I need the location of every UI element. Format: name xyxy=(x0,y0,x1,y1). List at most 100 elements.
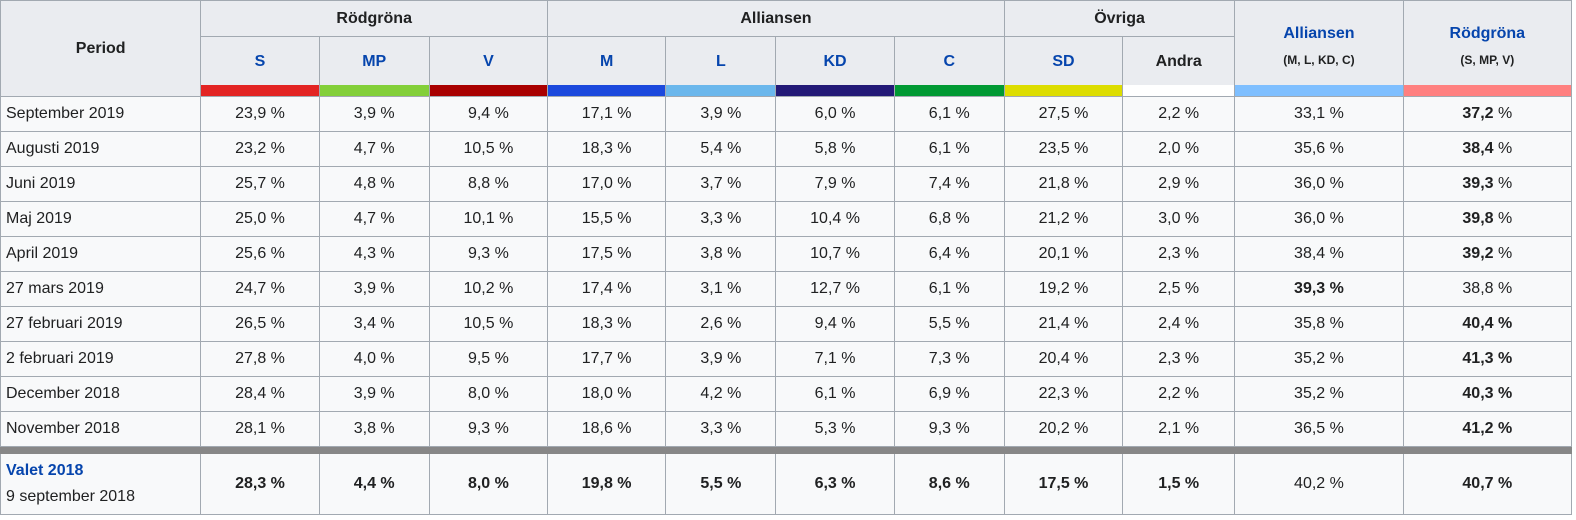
period-header: Period xyxy=(0,0,202,97)
aggregate-alliansen-link[interactable]: Alliansen xyxy=(1283,24,1355,42)
rodgrona-total-cell: 39,3 % xyxy=(1402,166,1573,202)
election-value-cell: 17,5 % xyxy=(1003,453,1124,515)
value-cell: 18,3 % xyxy=(547,306,667,342)
alliansen-total-cell: 33,1 % xyxy=(1234,96,1404,132)
alliansen-total-cell: 36,0 % xyxy=(1234,201,1404,237)
value-cell: 5,3 % xyxy=(775,411,895,447)
value-cell: 23,9 % xyxy=(200,96,320,132)
period-cell: December 2018 xyxy=(0,376,202,412)
party-header-sd: SD xyxy=(1003,36,1124,97)
value-cell: 15,5 % xyxy=(547,201,667,237)
value-cell: 2,0 % xyxy=(1122,131,1236,167)
value-cell: 3,8 % xyxy=(665,236,777,272)
value-cell: 6,4 % xyxy=(893,236,1005,272)
election-value-cell: 8,0 % xyxy=(428,453,549,515)
election-row: Valet 2018 9 september 2018 28,3 % 4,4 % 8,0… xyxy=(0,453,1573,515)
value-cell: 3,8 % xyxy=(318,411,430,447)
value-cell: 4,7 % xyxy=(318,131,430,167)
value-cell: 2,6 % xyxy=(665,306,777,342)
party-header-andra: Andra xyxy=(1122,36,1236,97)
value-cell: 9,4 % xyxy=(775,306,895,342)
party-name-kd[interactable]: KD xyxy=(823,52,847,70)
aggregate-alliansen-subtitle: (M, L, KD, C) xyxy=(1283,52,1355,67)
value-cell: 4,0 % xyxy=(318,341,430,377)
value-cell: 4,2 % xyxy=(665,376,777,412)
alliansen-total-cell: 35,2 % xyxy=(1234,341,1404,377)
rodgrona-total-cell: 37,2 % xyxy=(1402,96,1573,132)
alliansen-total-cell: 36,5 % xyxy=(1234,411,1404,447)
value-cell: 21,4 % xyxy=(1003,306,1124,342)
rodgrona-total-cell-value: 41,2 % xyxy=(1462,420,1513,437)
value-cell: 3,4 % xyxy=(318,306,430,342)
rodgrona-total-cell: 40,4 % xyxy=(1402,306,1573,342)
value-cell: 2,3 % xyxy=(1122,341,1236,377)
value-cell: 3,1 % xyxy=(665,271,777,307)
value-cell: 2,9 % xyxy=(1122,166,1236,202)
value-cell: 18,0 % xyxy=(547,376,667,412)
election-rodgrona-cell: 40,7 % xyxy=(1402,453,1573,515)
aggregate-rodgrona-link[interactable]: Rödgröna xyxy=(1449,24,1526,42)
alliansen-total-cell: 38,4 % xyxy=(1234,236,1404,272)
value-cell: 4,3 % xyxy=(318,236,430,272)
value-cell: 9,5 % xyxy=(428,341,549,377)
party-name-sd[interactable]: SD xyxy=(1052,52,1075,70)
value-cell: 9,3 % xyxy=(428,411,549,447)
rodgrona-total-cell-value: 38,4 xyxy=(1462,140,1494,157)
election-link[interactable]: Valet 2018 xyxy=(6,462,84,479)
alliansen-total-cell: 35,2 % xyxy=(1234,376,1404,412)
period-cell: November 2018 xyxy=(0,411,202,447)
party-name-m[interactable]: M xyxy=(599,52,614,70)
party-name-s[interactable]: S xyxy=(254,52,266,70)
value-cell: 3,3 % xyxy=(665,411,777,447)
rodgrona-total-cell: 41,3 % xyxy=(1402,341,1573,377)
value-cell: 28,4 % xyxy=(200,376,320,412)
period-cell: 2 februari 2019 xyxy=(0,341,202,377)
value-cell: 10,5 % xyxy=(428,131,549,167)
value-cell: 6,1 % xyxy=(893,96,1005,132)
value-cell: 5,4 % xyxy=(665,131,777,167)
period-cell: 27 mars 2019 xyxy=(0,271,202,307)
value-cell: 20,2 % xyxy=(1003,411,1124,447)
election-separator xyxy=(0,446,1572,454)
value-cell: 2,4 % xyxy=(1122,306,1236,342)
party-name-andra: Andra xyxy=(1155,52,1202,70)
party-name-l[interactable]: L xyxy=(715,52,726,70)
period-cell: Augusti 2019 xyxy=(0,131,202,167)
party-header-c: C xyxy=(893,36,1005,97)
value-cell: 20,1 % xyxy=(1003,236,1124,272)
party-name-c[interactable]: C xyxy=(943,52,956,70)
value-cell: 6,1 % xyxy=(775,376,895,412)
party-name-mp[interactable]: MP xyxy=(362,52,387,70)
percent-suffix: % xyxy=(1493,105,1513,122)
value-cell: 24,7 % xyxy=(200,271,320,307)
period-cell: 27 februari 2019 xyxy=(0,306,202,342)
rodgrona-total-cell-value: 40,3 % xyxy=(1462,385,1513,402)
value-cell: 10,1 % xyxy=(428,201,549,237)
value-cell: 3,9 % xyxy=(318,96,430,132)
party-color-bar xyxy=(201,85,319,96)
table-row: Maj 2019 25,0 % 4,7 % 10,1 % 15,5 % 3,3 % 10,4… xyxy=(0,201,1573,237)
party-header-l: L xyxy=(665,36,777,97)
value-cell: 2,3 % xyxy=(1122,236,1236,272)
election-value-cell: 1,5 % xyxy=(1122,453,1236,515)
election-alliansen-cell: 40,2 % xyxy=(1234,453,1404,515)
party-name-v[interactable]: V xyxy=(483,52,494,70)
period-cell: Maj 2019 xyxy=(0,201,202,237)
value-cell: 10,7 % xyxy=(775,236,895,272)
value-cell: 7,4 % xyxy=(893,166,1005,202)
rodgrona-total-cell-value: 41,3 % xyxy=(1462,350,1513,367)
election-value-cell: 8,6 % xyxy=(893,453,1005,515)
value-cell: 23,2 % xyxy=(200,131,320,167)
party-color-bar xyxy=(319,85,429,96)
aggregate-alliansen-color-bar xyxy=(1235,85,1403,96)
party-header-v: V xyxy=(428,36,549,97)
value-cell: 6,8 % xyxy=(893,201,1005,237)
group-header-rodgrona: Rödgröna xyxy=(200,0,549,37)
value-cell: 2,2 % xyxy=(1122,96,1236,132)
party-color-bar xyxy=(894,85,1004,96)
value-cell: 17,0 % xyxy=(547,166,667,202)
table-row: November 2018 28,1 % 3,8 % 9,3 % 18,6 % 3,3 %… xyxy=(0,411,1573,447)
value-cell: 3,9 % xyxy=(665,341,777,377)
party-color-bar xyxy=(1004,85,1123,96)
